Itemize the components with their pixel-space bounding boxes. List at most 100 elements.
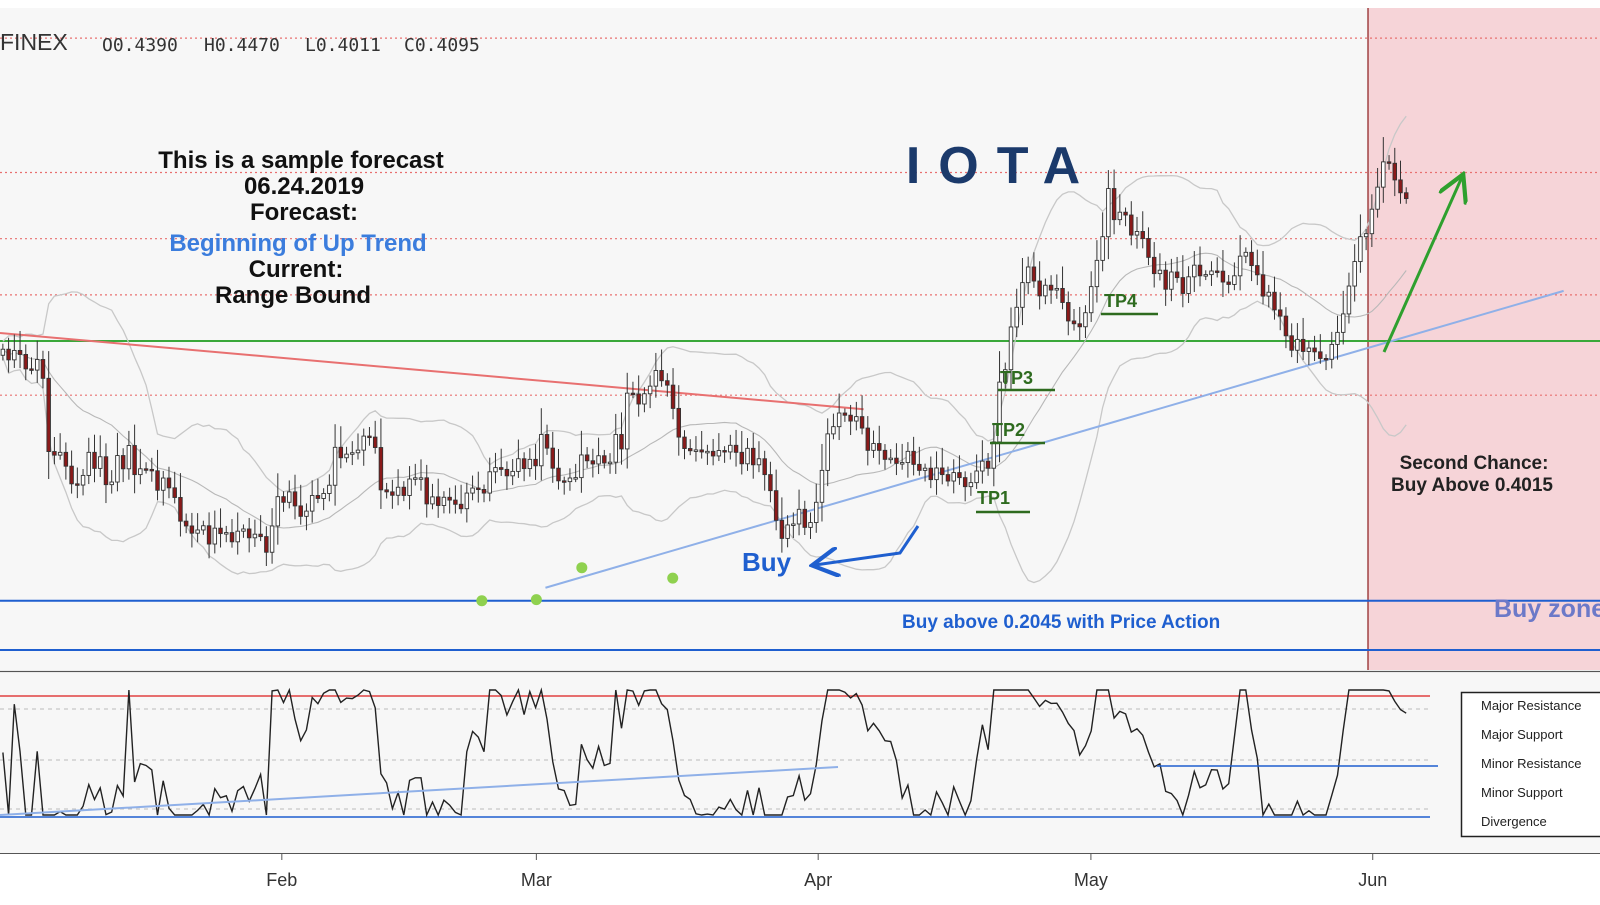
candle-body [265, 537, 269, 553]
candle-body [1049, 285, 1053, 290]
candle-body [1193, 265, 1197, 277]
candle-body [179, 497, 183, 521]
legend-major-support: Major Support [1481, 727, 1563, 742]
candle-body [30, 369, 34, 371]
candle-body [757, 459, 761, 465]
candle-body [270, 526, 274, 552]
candle-body [224, 533, 228, 535]
candle-body [557, 468, 561, 481]
candle-body [1359, 237, 1363, 262]
candle-body [1324, 358, 1328, 360]
candle-body [1267, 292, 1271, 296]
candle-body [734, 445, 738, 452]
candle-body [585, 455, 589, 461]
candle-body [310, 495, 314, 511]
candle-body [1198, 265, 1202, 276]
candle-body [1152, 257, 1156, 273]
candle-body [660, 370, 664, 380]
candle-body [923, 468, 927, 470]
candle-body [780, 520, 784, 538]
candle-body [58, 452, 62, 455]
candle-body [1221, 271, 1225, 282]
candle-body [190, 526, 194, 533]
candle-body [574, 478, 578, 480]
candle-body [24, 354, 28, 368]
candle-body [1393, 163, 1397, 180]
candle-body [1364, 234, 1368, 237]
candle-body [648, 386, 652, 394]
candle-body [161, 478, 165, 490]
candle-body [110, 482, 114, 485]
candle-body [872, 444, 876, 451]
candle-body [305, 511, 309, 516]
buy-zone-label: Buy zone [1494, 595, 1600, 623]
candle-body [540, 434, 544, 465]
candle-body [1187, 277, 1191, 294]
candle-body [1307, 348, 1311, 351]
candle-body [1387, 162, 1391, 164]
candle-body [1066, 302, 1070, 320]
candle-body [986, 461, 990, 468]
candle-body [677, 408, 681, 437]
candle-body [362, 436, 366, 450]
candle-body [1336, 332, 1340, 344]
candle-body [373, 437, 377, 447]
candle-body [1370, 209, 1374, 233]
candle-body [855, 417, 859, 421]
info-line1: This is a sample forecast [158, 147, 443, 174]
candle-body [671, 385, 675, 408]
candle-body [534, 459, 538, 465]
candle-body [1256, 266, 1260, 275]
candle-body [637, 394, 641, 404]
candle-body [7, 349, 11, 360]
candle-body [207, 526, 211, 544]
candle-body [1215, 271, 1219, 273]
tp2-label: TP2 [992, 420, 1025, 440]
candle-body [1399, 180, 1403, 193]
candle-body [832, 427, 836, 434]
x-tick-label-1: Mar [521, 870, 552, 890]
candle-body [385, 490, 389, 492]
candle-body [1204, 275, 1208, 277]
candle-body [797, 509, 801, 524]
candle-body [860, 417, 864, 428]
candle-body [98, 457, 102, 469]
candle-body [1164, 270, 1168, 289]
candle-body [1319, 352, 1323, 359]
x-tick-label-2: Apr [804, 870, 832, 890]
candle-body [41, 359, 45, 378]
candle-body [981, 461, 985, 471]
candle-body [81, 475, 85, 485]
candle-body [219, 528, 223, 533]
candle-body [408, 479, 412, 495]
info-current-label: Current: [249, 256, 344, 283]
candle-body [1032, 267, 1036, 281]
candle-body [282, 497, 286, 503]
candle-body [1175, 272, 1179, 278]
candle-body [1044, 285, 1048, 296]
candle-body [139, 469, 143, 475]
x-tick-label-4: Jun [1358, 870, 1387, 890]
candle-body [1158, 270, 1162, 273]
candle-body [900, 463, 904, 465]
candle-body [167, 478, 171, 488]
candle-body [1084, 313, 1088, 327]
x-tick-label-0: Feb [266, 870, 297, 890]
candle-body [746, 448, 750, 463]
candle-body [53, 452, 57, 456]
candle-body [316, 495, 320, 498]
candle-body [47, 378, 51, 451]
candle-body [13, 350, 17, 359]
candle-body [184, 521, 188, 526]
candle-body [1118, 212, 1122, 219]
candle-body [379, 448, 383, 490]
candle-body [740, 452, 744, 463]
candle-body [1353, 262, 1357, 286]
ohlc-low: L0.4011 [305, 35, 381, 56]
candle-body [522, 459, 526, 469]
candle-body [935, 468, 939, 480]
candle-body [694, 450, 698, 452]
candle-body [666, 381, 670, 385]
